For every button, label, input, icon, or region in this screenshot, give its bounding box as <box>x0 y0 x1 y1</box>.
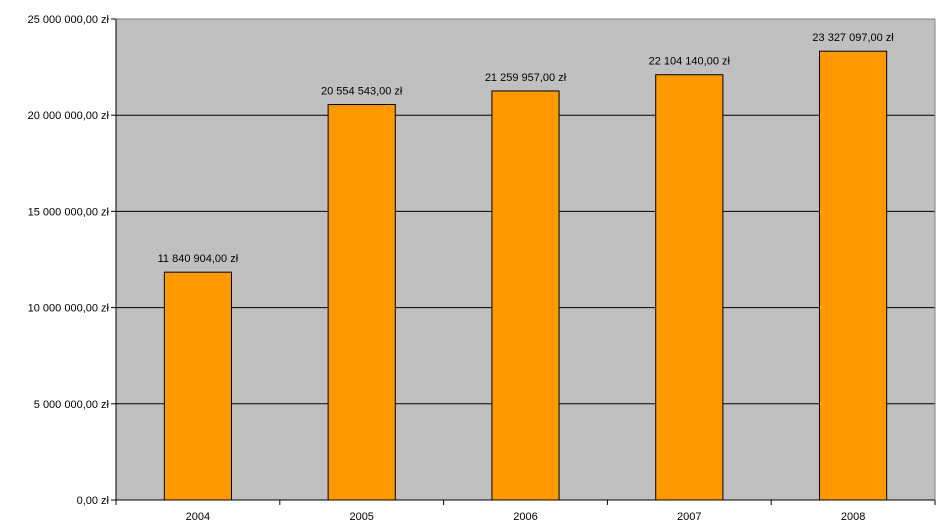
bar <box>327 104 396 501</box>
y-tick-label: 15 000 000,00 zł <box>28 206 110 218</box>
x-axis-ticks: 2004 2005 2006 2007 2008 <box>115 500 936 522</box>
y-tick-label: 25 000 000,00 zł <box>28 14 110 26</box>
data-labels: 11 840 904,00 zł 20 554 543,00 zł 21 259 9… <box>158 32 895 265</box>
bars <box>163 50 888 501</box>
y-tick-label: 10 000 000,00 zł <box>28 303 110 315</box>
bar-value-label: 20 554 543,00 zł <box>321 86 403 98</box>
bar-value-label: 23 327 097,00 zł <box>812 32 894 44</box>
x-tick-label: 2006 <box>513 511 537 522</box>
bar <box>655 74 724 501</box>
bar-value-label: 22 104 140,00 zł <box>649 56 731 68</box>
x-tick-label: 2005 <box>349 511 373 522</box>
x-tick-label: 2008 <box>841 511 865 522</box>
y-tick-label: 20 000 000,00 zł <box>28 110 110 122</box>
bar <box>819 50 888 501</box>
bar-value-label: 11 840 904,00 zł <box>158 253 239 265</box>
y-tick-label: 5 000 000,00 zł <box>34 399 110 411</box>
bar <box>163 271 232 501</box>
x-tick-label: 2004 <box>186 511 210 522</box>
axes <box>115 18 936 501</box>
x-tick-label: 2007 <box>677 511 701 522</box>
y-tick-label: 0,00 zł <box>77 495 110 507</box>
bar <box>491 90 560 501</box>
y-axis-ticks: 0,00 zł 5 000 000,00 zł 10 000 000,00 zł 15… <box>28 14 116 507</box>
bar-value-label: 21 259 957,00 zł <box>485 72 567 84</box>
